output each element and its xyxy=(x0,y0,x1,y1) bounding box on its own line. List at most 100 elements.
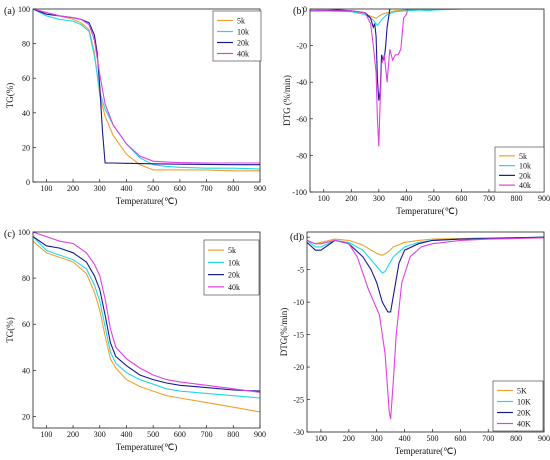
legend-label: 5k xyxy=(519,152,527,161)
series-line-c-2 xyxy=(33,236,260,392)
x-tick-label: 800 xyxy=(227,430,239,439)
x-tick-label: 700 xyxy=(482,434,494,443)
legend-label: 40k xyxy=(519,181,531,190)
legend-label: 20k xyxy=(228,271,240,280)
x-tick-label: 600 xyxy=(454,434,466,443)
series-line-c-3 xyxy=(33,232,260,393)
legend-box xyxy=(212,10,262,62)
x-tick-label: 900 xyxy=(254,430,266,439)
panel-label: (a) xyxy=(4,6,15,17)
legend-label: 20k xyxy=(237,39,249,48)
legend-box xyxy=(492,380,544,432)
y-tick-label: 0 xyxy=(300,233,304,242)
x-tick-label: 400 xyxy=(399,434,411,443)
y-axis-label: DTG (%/min) xyxy=(282,75,292,126)
x-tick-label: 200 xyxy=(345,194,357,203)
series-line-a-3 xyxy=(33,9,260,164)
legend-label: 10k xyxy=(237,28,249,37)
panel-label: (b) xyxy=(293,6,305,17)
legend-label: 5K xyxy=(517,387,527,396)
x-tick-label: 600 xyxy=(455,194,467,203)
x-tick-label: 700 xyxy=(201,184,213,193)
legend-d: 5K 10K 20K 40K xyxy=(492,380,544,432)
y-tick-label: -60 xyxy=(296,115,307,124)
y-tick-label: 40 xyxy=(22,109,30,118)
x-tick-label: 200 xyxy=(343,434,355,443)
y-tick-label: -100 xyxy=(292,188,307,197)
series-line-b-3 xyxy=(310,9,544,147)
legend-label: 40k xyxy=(237,50,249,59)
x-tick-label: 800 xyxy=(510,194,522,203)
x-tick-label: 600 xyxy=(174,430,186,439)
legend-label: 20K xyxy=(517,409,531,418)
y-tick-label: 0 xyxy=(26,178,30,187)
x-axis-label: Temperature(℃) xyxy=(116,196,177,206)
y-axis-label: DTG(%/min) xyxy=(279,308,289,357)
x-axis-label: Temperature(℃) xyxy=(116,442,177,452)
y-tick-label: -20 xyxy=(296,42,307,51)
y-tick-label: 80 xyxy=(22,40,30,49)
y-tick-label: 40 xyxy=(22,366,30,375)
x-tick-label: 300 xyxy=(94,430,106,439)
legend-label: 20k xyxy=(519,171,531,180)
series-line-d-2 xyxy=(307,236,544,313)
x-tick-label: 100 xyxy=(318,194,330,203)
y-axis-label: TG(%) xyxy=(5,83,15,109)
y-tick-label: -5 xyxy=(297,266,304,275)
legend-label: 5k xyxy=(237,17,245,26)
x-tick-label: 900 xyxy=(254,184,266,193)
legend-label: 10K xyxy=(517,398,531,407)
legend-c: 5k 10k 20k 40k xyxy=(203,239,260,296)
x-tick-label: 500 xyxy=(147,430,159,439)
y-tick-label: 100 xyxy=(18,5,30,14)
y-tick-label: -30 xyxy=(293,428,304,437)
x-tick-label: 800 xyxy=(510,434,522,443)
y-tick-label: 100 xyxy=(18,228,30,237)
x-tick-label: 400 xyxy=(400,194,412,203)
series-line-c-1 xyxy=(33,236,260,399)
x-tick-label: 200 xyxy=(67,430,79,439)
y-tick-label: -80 xyxy=(296,151,307,160)
series-line-d-3 xyxy=(307,237,544,420)
legend-box xyxy=(203,239,260,296)
x-tick-label: 500 xyxy=(147,184,159,193)
legend-label: 10k xyxy=(519,162,531,171)
x-tick-label: 400 xyxy=(120,184,132,193)
legend-a: 5k 10k 20k 40k xyxy=(212,10,262,62)
x-tick-label: 100 xyxy=(40,430,52,439)
chart-panel-b: 100 200 300 400 500 600 700 800 900 -100 -80 -60 -40… xyxy=(282,5,550,216)
x-tick-label: 100 xyxy=(40,184,52,193)
x-tick-label: 300 xyxy=(373,194,385,203)
legend-box xyxy=(494,146,545,193)
legend-label: 40K xyxy=(517,420,531,429)
plot-frame-c xyxy=(32,231,261,429)
x-tick-label: 900 xyxy=(538,194,550,203)
series-line-b-1 xyxy=(310,9,544,27)
y-tick-label: 60 xyxy=(22,74,30,83)
x-tick-label: 900 xyxy=(538,434,550,443)
series-line-a-0 xyxy=(33,9,260,172)
x-tick-label: 500 xyxy=(426,434,438,443)
plot-frame-d xyxy=(306,231,545,433)
x-axis-label: Temperature(℃) xyxy=(396,206,457,216)
legend-label: 10k xyxy=(228,258,240,267)
panel-label: (d) xyxy=(290,232,302,243)
plot-frame-a xyxy=(32,8,261,183)
y-tick-label: 20 xyxy=(22,143,30,152)
y-tick-label: -15 xyxy=(293,331,304,340)
chart-panel-c: 100 200 300 400 500 600 700 800 900 20 40 60 80 100 Te… xyxy=(4,228,266,452)
x-tick-label: 100 xyxy=(315,434,327,443)
series-line-d-0 xyxy=(307,236,544,257)
x-tick-label: 300 xyxy=(371,434,383,443)
series-line-c-0 xyxy=(33,240,260,413)
y-tick-label: 80 xyxy=(22,274,30,283)
x-tick-label: 400 xyxy=(120,430,132,439)
y-tick-label: -20 xyxy=(293,363,304,372)
x-tick-label: 700 xyxy=(483,194,495,203)
legend-label: 5k xyxy=(228,246,236,255)
series-line-a-1 xyxy=(33,9,260,170)
plot-frame-b xyxy=(309,8,545,193)
panel-label: (c) xyxy=(4,229,15,240)
